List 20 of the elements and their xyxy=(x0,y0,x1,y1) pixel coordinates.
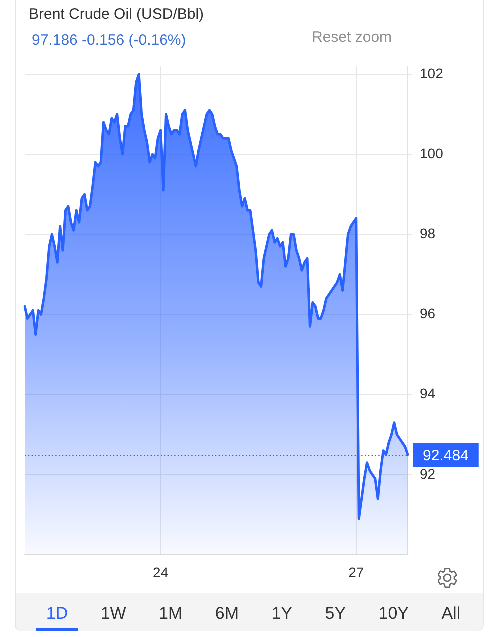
range-tab: 1Y xyxy=(262,593,303,631)
range-tab: 1W xyxy=(90,593,136,631)
y-tick-label: 96 xyxy=(420,306,436,322)
range-tab: 1D xyxy=(36,593,78,631)
range-tab: 1M xyxy=(149,593,193,631)
y-tick-label: 92 xyxy=(420,466,436,482)
chart-title: Brent Crude Oil (USD/Bbl) xyxy=(29,6,204,24)
ref-line-label: 92.484 xyxy=(423,448,469,465)
range-tab: 10Y xyxy=(368,593,419,631)
range-tab: 5Y xyxy=(315,593,356,631)
range-tab: All xyxy=(432,593,471,631)
y-tick-label: 94 xyxy=(420,386,436,402)
chart-subtitle: 97.186 -0.156 (-0.16%) xyxy=(32,32,186,50)
range-tab: 6M xyxy=(205,593,249,631)
y-tick-label: 102 xyxy=(420,65,444,82)
x-tick-label: 24 xyxy=(153,564,169,580)
reset-zoom-button: Reset zoom xyxy=(312,29,392,47)
x-tick-label: 27 xyxy=(348,564,364,580)
y-tick-label: 100 xyxy=(420,145,444,162)
y-tick-label: 98 xyxy=(420,225,436,242)
